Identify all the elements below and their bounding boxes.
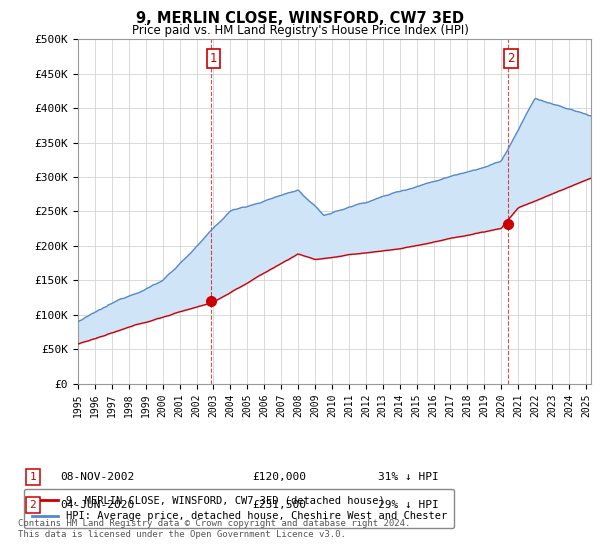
Legend: 9, MERLIN CLOSE, WINSFORD, CW7 3ED (detached house), HPI: Average price, detache: 9, MERLIN CLOSE, WINSFORD, CW7 3ED (deta… [24, 489, 454, 529]
Text: 2: 2 [29, 500, 37, 510]
Text: 04-JUN-2020: 04-JUN-2020 [60, 500, 134, 510]
Text: 08-NOV-2002: 08-NOV-2002 [60, 472, 134, 482]
Text: 1: 1 [209, 52, 217, 65]
Text: 1: 1 [29, 472, 37, 482]
Text: £120,000: £120,000 [252, 472, 306, 482]
Text: 9, MERLIN CLOSE, WINSFORD, CW7 3ED: 9, MERLIN CLOSE, WINSFORD, CW7 3ED [136, 11, 464, 26]
Text: Contains HM Land Registry data © Crown copyright and database right 2024.
This d: Contains HM Land Registry data © Crown c… [18, 519, 410, 539]
Text: 29% ↓ HPI: 29% ↓ HPI [378, 500, 439, 510]
Text: £231,500: £231,500 [252, 500, 306, 510]
Text: Price paid vs. HM Land Registry's House Price Index (HPI): Price paid vs. HM Land Registry's House … [131, 24, 469, 37]
Text: 31% ↓ HPI: 31% ↓ HPI [378, 472, 439, 482]
Text: 2: 2 [507, 52, 515, 65]
